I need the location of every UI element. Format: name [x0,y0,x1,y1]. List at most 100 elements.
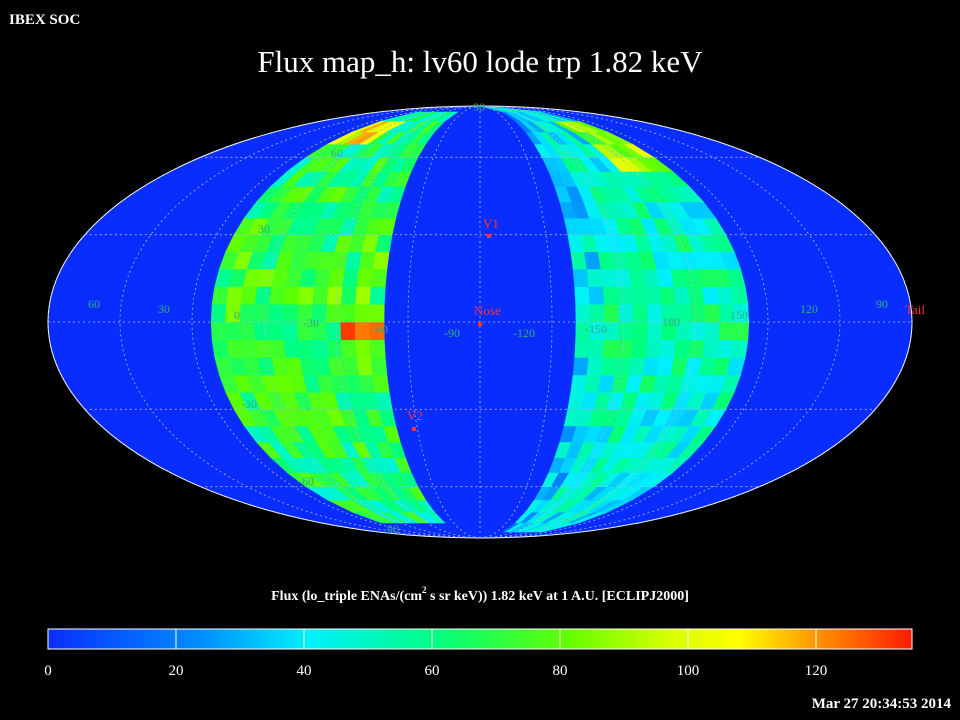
flux-pixel [354,303,371,323]
flux-pixel [211,286,230,305]
flux-pixel [326,303,342,323]
flux-pixel [632,321,649,341]
meridian-line [479,106,841,538]
tail-marker-label: Tail [905,302,925,317]
flux-pixel [370,268,388,287]
flux-pixel [240,339,258,358]
flux-pixel [268,303,285,323]
flux-pixel [733,321,750,341]
flux-pixels [210,106,750,533]
v1-marker-label: V1 [483,216,499,231]
lon-label: 150 [730,308,748,322]
flux-pixel [283,339,301,358]
flux-pixel [369,339,386,358]
colorbar-tick-label: 100 [677,663,700,679]
flux-pixel [673,286,691,305]
flux-pixel [632,303,649,323]
flux-pixel [730,286,749,305]
flux-pixel [340,339,358,358]
colorbar-label: Flux (lo_triple ENAs/(cm2 s sr keV)) 1.8… [271,585,689,604]
v1-marker-dot [487,234,491,238]
flux-pixel [297,286,315,305]
flux-pixel [647,303,663,323]
flux-pixel [730,339,749,358]
lon-label: -60 [372,322,388,336]
flux-pixel [588,339,605,358]
flux-pixel [342,268,360,287]
colorbar-ticks [47,629,817,649]
sky-markers: V1 Nose V2 Tail [407,216,925,431]
flux-pixel [586,268,604,287]
flux-pixel [659,286,677,305]
lon-label: 90 [876,297,888,311]
lat-label: -60 [298,474,314,488]
lat-label: 90 [473,100,485,114]
lon-label: -90 [444,326,460,340]
flux-pixel [604,303,620,323]
flux-pixel [600,268,618,287]
colorbar: 0 20 40 60 80 100 120 [44,628,913,679]
meridian-line [479,106,553,538]
flux-pixel [356,357,374,376]
timestamp: Mar 27 20:34:53 2014 [812,696,952,712]
flux-pixel [268,321,285,341]
lon-label: 120 [800,302,818,316]
colorbar-tick-label: 120 [805,663,828,679]
flux-pixel [340,303,356,323]
flux-pixel [355,339,372,358]
colorbar-label-prefix: Flux (lo_triple ENAs/(cm [271,589,422,604]
flux-pixel [269,286,287,305]
flux-pixel [438,111,459,122]
flux-pixel [283,286,301,305]
flux-pixel [702,339,720,358]
flux-pixel [313,357,332,376]
flux-pixel [673,339,691,358]
flux-pixel [340,286,358,305]
nose-marker-dot [478,322,482,326]
flux-pixel [575,303,591,323]
flux-pixel [342,357,360,376]
flux-pixel [226,339,244,358]
flux-pixel [586,357,604,376]
flux-pixel [254,286,273,305]
lon-label: 30 [158,302,170,316]
flux-pixel [269,339,287,358]
colorbar-gradient [47,628,913,650]
flux-pixel [369,286,386,305]
flux-pixel [225,321,242,341]
flux-pixel [254,303,270,323]
flux-pixel [574,286,591,305]
flux-pixel [618,321,634,341]
colorbar-label-suffix: s sr keV)) 1.82 keV at 1 A.U. [ECLIPJ200… [427,589,689,604]
flux-pixel [645,339,663,358]
flux-pixel [328,268,346,287]
flux-pixel [254,321,270,341]
flux-pixel [372,251,390,270]
flux-pixel [631,286,648,305]
map-title: Flux map_h: lv60 lode trp 1.82 keV [257,44,703,79]
flux-pixel [239,321,256,341]
flux-pixel [356,268,374,287]
lon-label: 60 [88,297,100,311]
flux-pixel [600,357,618,376]
flux-pixel [704,321,721,341]
nose-marker-label: Nose [474,303,501,318]
latitude-labels: 90 60 30 -30 -60 -90 [241,100,485,536]
flux-pixel [589,303,606,323]
flux-pixel [282,321,299,341]
flux-pixel [326,321,342,341]
v2-marker-dot [412,427,416,431]
sky-map: 60 30 0 -30 -60 -90 -120 -150 180 150 12… [47,100,925,539]
longitude-labels: 60 30 0 -30 -60 -90 -120 -150 180 150 12… [88,297,888,340]
flux-pixel [618,303,634,323]
lat-label: 30 [258,222,270,236]
flux-pixel [602,286,620,305]
lon-label: -120 [513,326,535,340]
colorbar-tick-label: 40 [297,663,312,679]
lon-label: 180 [662,315,680,329]
lon-label: 0 [234,308,240,322]
flux-pixel [687,339,706,358]
flux-pixel [716,286,734,305]
flux-pixel [355,286,372,305]
meridian-line [479,106,697,538]
